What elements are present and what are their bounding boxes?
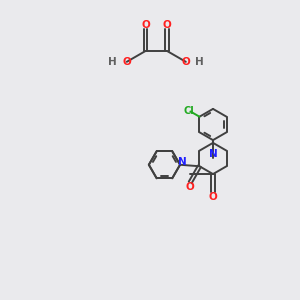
Text: N: N <box>178 158 187 167</box>
Text: O: O <box>163 20 172 31</box>
Text: Cl: Cl <box>184 106 194 116</box>
Text: H: H <box>108 57 117 67</box>
Text: H: H <box>195 57 204 67</box>
Text: O: O <box>122 57 131 67</box>
Text: O: O <box>208 192 217 202</box>
Text: N: N <box>208 149 217 159</box>
Text: O: O <box>141 20 150 31</box>
Text: O: O <box>186 182 195 192</box>
Text: O: O <box>182 57 190 67</box>
